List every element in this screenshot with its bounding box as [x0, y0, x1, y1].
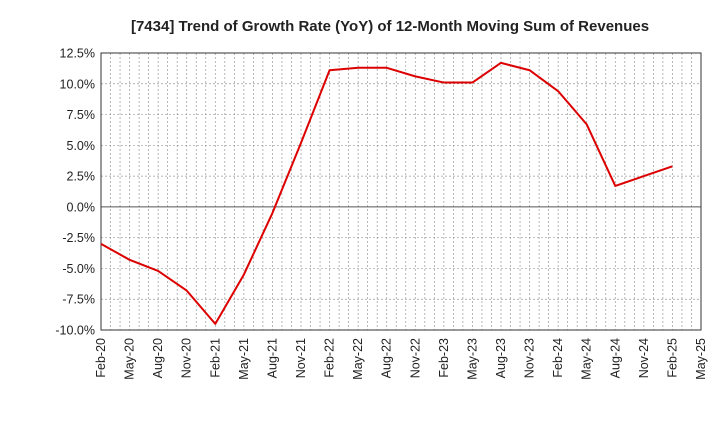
- series-line: [100, 61, 673, 325]
- x-tick-label: May-25: [694, 338, 708, 380]
- chart-title: [7434] Trend of Growth Rate (YoY) of 12-…: [131, 18, 649, 35]
- x-tick-label: Feb-20: [94, 338, 108, 378]
- plot-frame: [100, 52, 702, 331]
- x-tick-label: Feb-24: [551, 338, 565, 378]
- x-tick-label: Nov-24: [637, 338, 651, 378]
- x-tick-label: Nov-22: [408, 338, 422, 378]
- x-tick-label: Feb-25: [665, 338, 679, 378]
- y-tick-label: 7.5%: [67, 108, 96, 122]
- x-tick-labels: Feb-20 May-20 Aug-20 Nov-20 Feb-21 May-21 Aug-…: [94, 338, 708, 380]
- x-tick-label: Feb-21: [208, 338, 222, 378]
- y-tick-label: 5.0%: [67, 139, 96, 153]
- x-tick-label: Aug-24: [608, 338, 622, 378]
- x-tick-label: Aug-20: [151, 338, 165, 378]
- x-tick-label: May-21: [237, 338, 251, 380]
- x-tick-label: May-23: [465, 338, 479, 380]
- y-tick-label: -7.5%: [62, 293, 95, 307]
- x-tick-label: Nov-23: [523, 338, 537, 378]
- y-tick-label: -5.0%: [62, 262, 95, 276]
- axes: [100, 52, 702, 331]
- y-tick-label: -10.0%: [55, 324, 95, 338]
- y-tick-label: 10.0%: [60, 77, 95, 91]
- y-tick-label: 0.0%: [67, 200, 96, 214]
- x-tick-label: May-20: [123, 338, 137, 380]
- y-tick-labels: 12.5% 10.0% 7.5% 5.0% 2.5% 0.0% -2.5% -5.0% -7.5…: [55, 47, 95, 338]
- x-tick-label: Feb-22: [323, 338, 337, 378]
- x-tick-label: Aug-23: [494, 338, 508, 378]
- x-tick-label: Nov-21: [294, 338, 308, 378]
- x-tick-label: Feb-23: [437, 338, 451, 378]
- x-tick-label: Aug-22: [380, 338, 394, 378]
- y-tick-label: -2.5%: [62, 231, 95, 245]
- x-tick-label: Aug-21: [265, 338, 279, 378]
- grid: [101, 53, 701, 330]
- y-tick-label: 12.5%: [60, 47, 95, 61]
- x-tick-label: Nov-20: [180, 338, 194, 378]
- x-tick-label: May-22: [351, 338, 365, 380]
- series-layer: [100, 61, 673, 325]
- x-tick-label: May-24: [580, 338, 594, 380]
- y-tick-label: 2.5%: [67, 170, 96, 184]
